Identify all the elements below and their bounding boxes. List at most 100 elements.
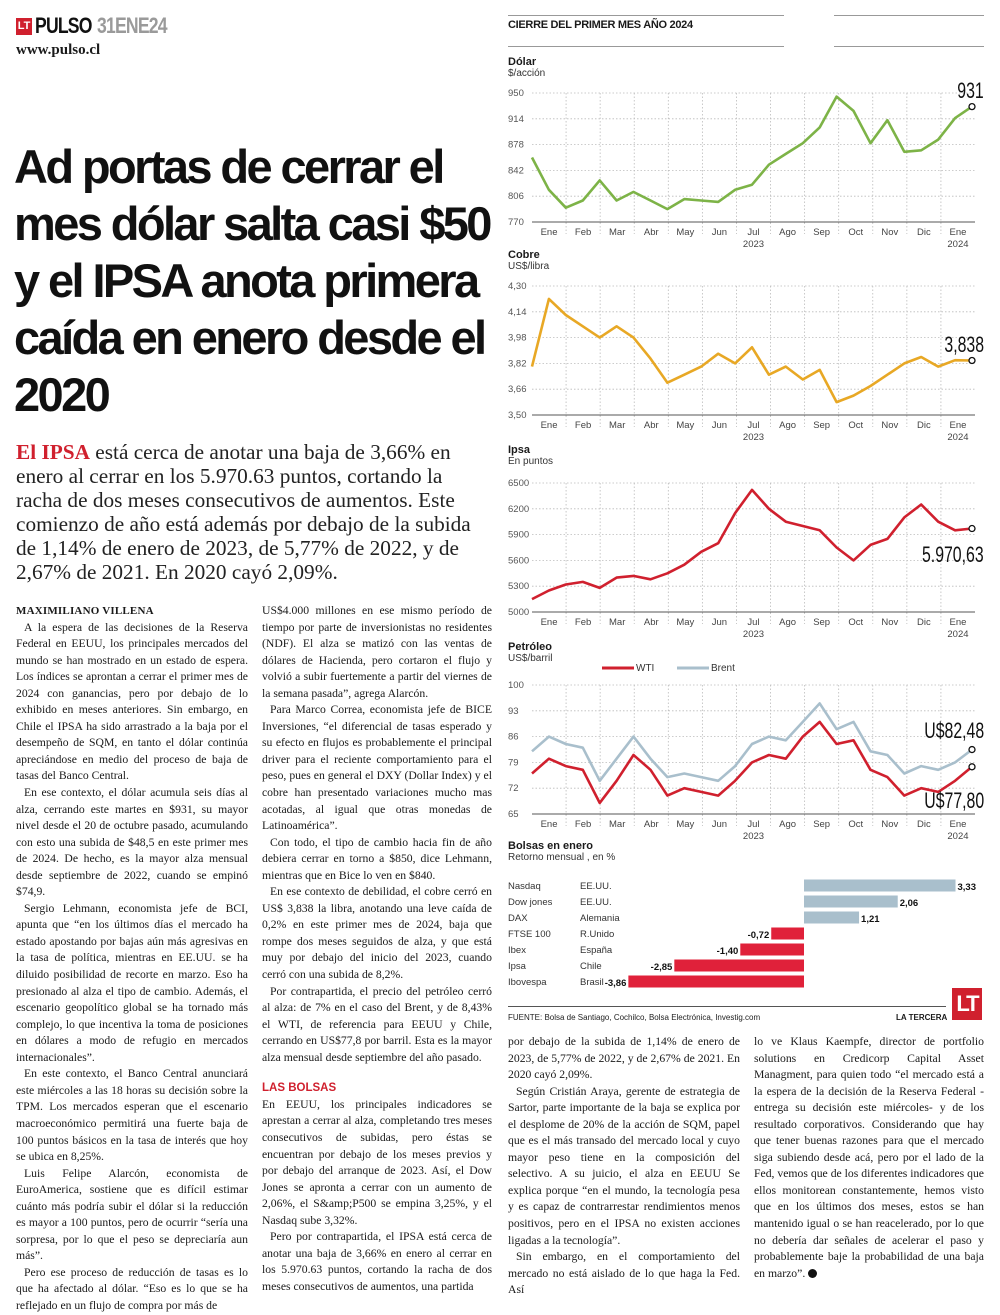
x-tick-label: Abr (644, 227, 659, 238)
cobre-chart-header: Cobre US$/libra (508, 249, 549, 272)
lead-text: está cerca de anotar una baja de 3,66% e… (16, 440, 471, 584)
y-tick-label: 806 (508, 191, 524, 202)
year-label: 2024 (947, 831, 968, 840)
col2b-body: En EEUU, los principales indicadores se … (262, 1097, 492, 1296)
paragraph: Con todo, el tipo de cambio hacia fin de… (262, 835, 492, 882)
paragraph: En ese contexto de debilidad, el cobre c… (262, 885, 492, 982)
paragraph: A la espera de las decisiones de la Rese… (16, 620, 248, 783)
paragraph: Pero ese proceso de reducción de tasas e… (16, 1265, 248, 1312)
chart-unit: En puntos (508, 456, 554, 467)
bar-value-label: 3,33 (958, 882, 977, 893)
bar-country-label: España (580, 945, 613, 956)
y-tick-label: 3,50 (508, 410, 527, 421)
bolsas-chart-header: Bolsas en enero Retorno mensual , en % (508, 840, 615, 863)
legend-label: WTI (636, 663, 654, 674)
x-tick-label: Oct (848, 617, 863, 628)
y-tick-label: 3,82 (508, 358, 527, 369)
bar (674, 959, 804, 972)
x-tick-label: Ene (541, 227, 558, 238)
credit: LA TERCERA (896, 1013, 948, 1022)
x-tick-label: Jun (712, 617, 727, 628)
wti-series-line (531, 720, 973, 805)
x-tick-label: Ene (950, 819, 967, 830)
x-tick-label: Abr (644, 819, 659, 830)
paragraph: Para Marco Correa, economista jefe de BI… (262, 703, 492, 833)
x-tick-label: Jun (712, 420, 727, 431)
cobre-series-line (530, 297, 973, 404)
paragraph: En EEUU, los principales indicadores se … (262, 1097, 492, 1227)
x-tick-label: Ago (779, 227, 796, 238)
x-tick-label: Jul (747, 617, 759, 628)
bar-category-label: Nasdaq (508, 881, 541, 892)
bar (628, 975, 804, 988)
col2-body: US$4.000 millones en ese mismo período d… (262, 603, 492, 1066)
y-tick-label: 5900 (508, 530, 529, 541)
end-point-marker (968, 763, 976, 771)
y-tick-label: 5000 (508, 607, 529, 618)
y-tick-label: 842 (508, 165, 524, 176)
x-tick-label: Mar (609, 420, 625, 431)
divider (508, 15, 784, 16)
bar-value-label: 2,06 (900, 898, 919, 909)
bar-value-label: -2,85 (651, 962, 673, 973)
article-column-1: MAXIMILIANO VILLENA A la espera de las d… (16, 603, 248, 1315)
paragraph: En este contexto, el Banco Central anunc… (16, 1067, 248, 1164)
bar (804, 911, 860, 924)
chart-title: Ipsa (508, 444, 531, 456)
chart-title: Cobre (508, 249, 540, 261)
x-tick-label: Dic (917, 819, 931, 830)
bar-row: DAX Alemania 1,21 (508, 911, 880, 925)
chart-title: Dólar (508, 56, 537, 68)
bar-row: Dow jones EE.UU. 2,06 (508, 895, 919, 909)
bar-row: Ibovespa Brasil -3,86 (508, 975, 804, 989)
edition-date: 31ENE24 (96, 13, 168, 38)
petroleo-chart: 65 72 79 86 93 100 Ene Feb Mar Abr May Jun Jul Ago Sep… (508, 663, 976, 840)
source-note: FUENTE: Bolsa de Santiago, Cochilco, Bol… (508, 1013, 761, 1022)
end-point-marker (968, 102, 976, 111)
la-tercera-logo: LT (952, 988, 982, 1020)
x-tick-label: Jul (747, 420, 759, 431)
paragraph: por debajo de la subida de 1,14% de ener… (508, 1035, 740, 1082)
y-tick-label: 100 (508, 680, 524, 691)
bar-category-label: Ipsa (508, 961, 527, 972)
y-tick-label: 4,14 (508, 307, 527, 318)
y-tick-label: 950 (508, 88, 524, 99)
section-name: PULSO (35, 13, 92, 38)
year-label: 2023 (743, 432, 764, 443)
bar-category-label: Dow jones (508, 897, 553, 908)
bar-category-label: Ibex (508, 945, 526, 956)
paragraph: Por contrapartida, el precio del petróle… (262, 984, 492, 1064)
x-tick-label: Oct (848, 819, 863, 830)
bolsas-bar-chart: Nasdaq EE.UU. 3,33 Dow jones EE.UU. 2,06 DAX Al… (508, 879, 977, 989)
graphic-title: CIERRE DEL PRIMER MES AÑO 2024 (508, 19, 693, 31)
x-tick-label: Ene (950, 420, 967, 431)
x-tick-label: Jul (747, 227, 759, 238)
x-tick-label: Nov (881, 617, 898, 628)
end-point-marker (968, 745, 976, 754)
x-tick-label: Sep (813, 819, 830, 830)
x-tick-label: Jun (712, 819, 727, 830)
article-column-2: US$4.000 millones en ese mismo período d… (262, 603, 492, 1295)
headline: Ad portas de cerrar el mes dólar salta c… (14, 140, 492, 421)
x-tick-label: Feb (575, 227, 591, 238)
bar-country-label: EE.UU. (580, 881, 612, 892)
la-tercera-logo: LT (16, 17, 32, 35)
year-label: 2023 (743, 239, 764, 250)
x-tick-label: Feb (575, 420, 591, 431)
chart-unit: US$/libra (508, 261, 550, 272)
divider (508, 1006, 946, 1007)
ipsa-end-label: 5.970,63 (922, 542, 984, 567)
x-tick-label: Ago (779, 819, 796, 830)
paragraph: Según Cristián Araya, gerente de estrate… (508, 1084, 740, 1247)
masthead: LT PULSO 31ENE24 (16, 13, 184, 38)
bar-value-label: -0,72 (748, 930, 770, 941)
bar-value-label: 1,21 (861, 914, 880, 925)
y-tick-label: 914 (508, 114, 524, 125)
bar-row: Nasdaq EE.UU. 3,33 (508, 879, 977, 893)
x-tick-label: May (676, 819, 694, 830)
year-label: 2023 (743, 629, 764, 640)
x-tick-label: Nov (881, 227, 898, 238)
chart-title: Petróleo (508, 641, 553, 653)
y-tick-label: 878 (508, 140, 524, 151)
site-url[interactable]: www.pulso.cl (16, 42, 101, 58)
